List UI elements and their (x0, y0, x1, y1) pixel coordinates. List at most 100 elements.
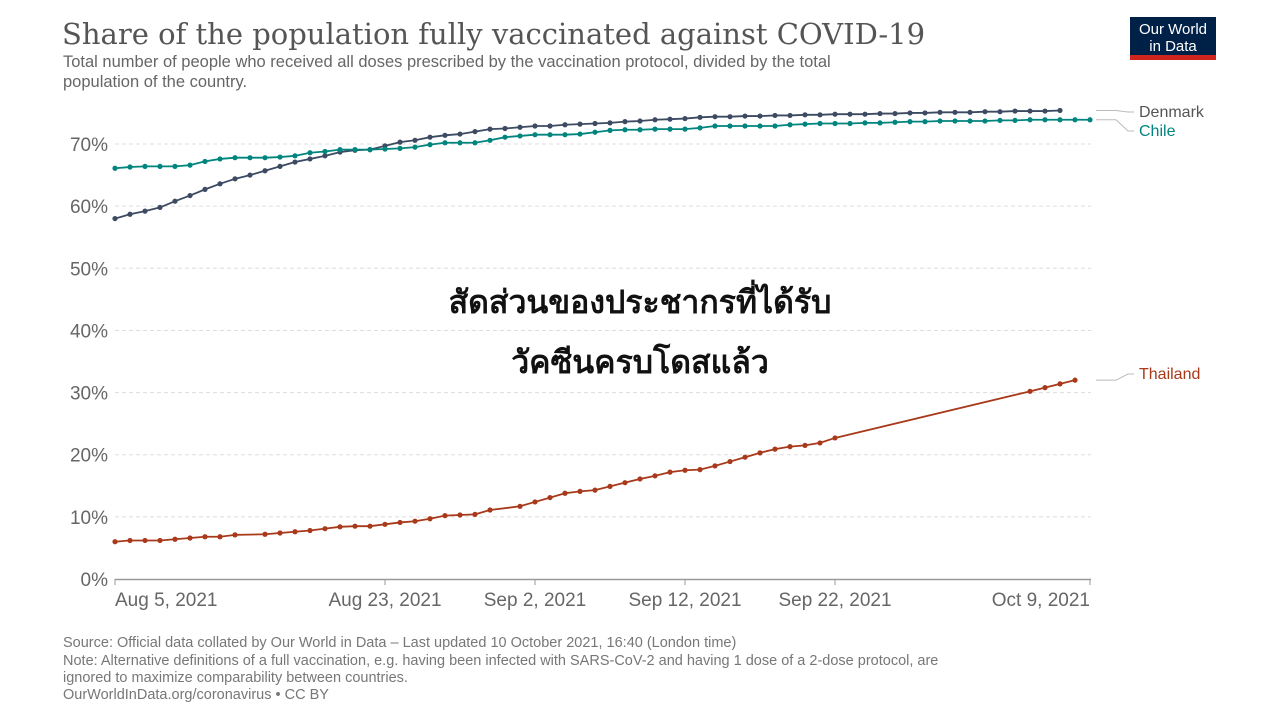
data-point-chile (982, 118, 988, 124)
data-point-thailand (577, 488, 583, 494)
data-point-thailand (457, 512, 463, 518)
data-point-denmark (262, 168, 268, 174)
data-point-denmark (532, 123, 538, 129)
data-point-denmark (637, 118, 643, 124)
data-point-denmark (997, 109, 1003, 115)
data-point-chile (187, 162, 193, 168)
data-point-chile (352, 147, 358, 153)
data-point-thailand (727, 458, 733, 465)
data-point-chile (832, 120, 838, 127)
data-point-thailand (667, 469, 673, 475)
data-point-denmark (847, 111, 853, 117)
series-labels: Denmark Chile Thailand (1096, 104, 1205, 383)
data-point-chile (292, 153, 298, 159)
data-point-denmark (457, 131, 463, 137)
data-point-chile (487, 137, 493, 143)
data-point-thailand (592, 487, 598, 493)
data-point-thailand (1027, 388, 1033, 394)
data-point-denmark (397, 139, 403, 145)
series-line-denmark (114, 109, 1061, 220)
data-point-thailand (802, 442, 808, 448)
data-point-chile (607, 127, 613, 133)
data-point-thailand (547, 494, 553, 501)
data-point-chile (427, 142, 433, 148)
data-point-thailand (682, 467, 688, 473)
data-point-chile (502, 134, 508, 140)
data-point-denmark (652, 117, 658, 123)
data-point-denmark (517, 124, 523, 130)
logo-line-1: Our World (1139, 21, 1207, 38)
data-point-chile (277, 154, 283, 160)
data-point-denmark (772, 112, 778, 119)
footer-link[interactable]: OurWorldInData.org/coronavirus • CC BY (63, 687, 329, 703)
gridlines (115, 143, 1091, 518)
data-point-chile (1072, 117, 1078, 123)
data-point-chile (547, 132, 553, 138)
data-point-chile (757, 123, 763, 129)
data-point-denmark (832, 111, 838, 117)
data-point-denmark (232, 176, 238, 182)
owid-logo[interactable]: Our World in Data (1130, 17, 1216, 60)
data-point-chile (1087, 117, 1093, 123)
data-point-chile (592, 129, 598, 135)
x-axis: Aug 5, 2021 Aug 23, 2021 Sep 2, 2021 Sep 12… (114, 578, 1091, 611)
data-point-chile (937, 118, 943, 124)
data-point-chile (247, 155, 253, 161)
data-point-chile (202, 158, 208, 165)
data-point-denmark (877, 110, 883, 117)
data-point-denmark (127, 211, 133, 217)
data-point-chile (817, 120, 823, 127)
logo-line-2: in Data (1149, 38, 1197, 55)
data-point-denmark (1042, 108, 1048, 114)
data-point-denmark (1027, 108, 1033, 114)
series-label-denmark: Denmark (1139, 104, 1205, 121)
data-point-chile (697, 125, 703, 131)
data-point-denmark (787, 112, 793, 119)
data-point-chile (412, 144, 418, 150)
logo-background (1130, 17, 1216, 55)
data-point-thailand (442, 513, 448, 519)
x-tick-label: Aug 5, 2021 (115, 590, 217, 611)
data-point-chile (922, 119, 928, 125)
data-point-chile (1027, 117, 1033, 123)
data-point-chile (862, 120, 868, 126)
series-label-thailand: Thailand (1139, 366, 1200, 383)
data-point-denmark (427, 134, 433, 140)
data-point-chile (442, 140, 448, 146)
data-point-thailand (1072, 377, 1078, 383)
data-point-thailand (1042, 385, 1048, 391)
data-point-denmark (982, 109, 988, 115)
data-point-denmark (577, 121, 583, 127)
data-point-chile (307, 150, 313, 156)
series-lines (112, 107, 1093, 545)
data-point-denmark (1057, 107, 1063, 114)
data-point-chile (1012, 117, 1018, 124)
data-point-denmark (157, 204, 163, 211)
data-point-chile (652, 126, 658, 132)
y-tick-label: 20% (70, 446, 108, 467)
data-point-denmark (487, 126, 493, 132)
data-point-thailand (202, 534, 208, 540)
data-point-chile (787, 122, 793, 128)
label-connector-denmark (1096, 109, 1134, 113)
data-point-thailand (787, 444, 793, 450)
data-point-denmark (757, 113, 763, 119)
y-tick-label: 60% (70, 197, 108, 218)
data-point-thailand (817, 440, 823, 446)
chart-title: Share of the population fully vaccinated… (62, 17, 925, 51)
data-point-denmark (802, 112, 808, 118)
y-axis: 0% 10% 20% 30% 40% 50% 60% 70% (70, 135, 108, 591)
thai-annotation-line-2: วัคซีนครบโดสแล้ว (511, 343, 769, 381)
x-tick-label: Sep 22, 2021 (778, 590, 891, 611)
data-point-denmark (412, 137, 418, 143)
y-tick-label: 40% (70, 321, 108, 342)
x-tick-label: Sep 2, 2021 (484, 590, 586, 611)
data-point-thailand (142, 537, 148, 544)
data-point-thailand (307, 527, 313, 534)
data-point-thailand (742, 454, 748, 460)
data-point-denmark (442, 132, 448, 138)
data-point-thailand (532, 499, 538, 505)
data-point-chile (457, 140, 463, 146)
data-point-chile (847, 120, 853, 127)
